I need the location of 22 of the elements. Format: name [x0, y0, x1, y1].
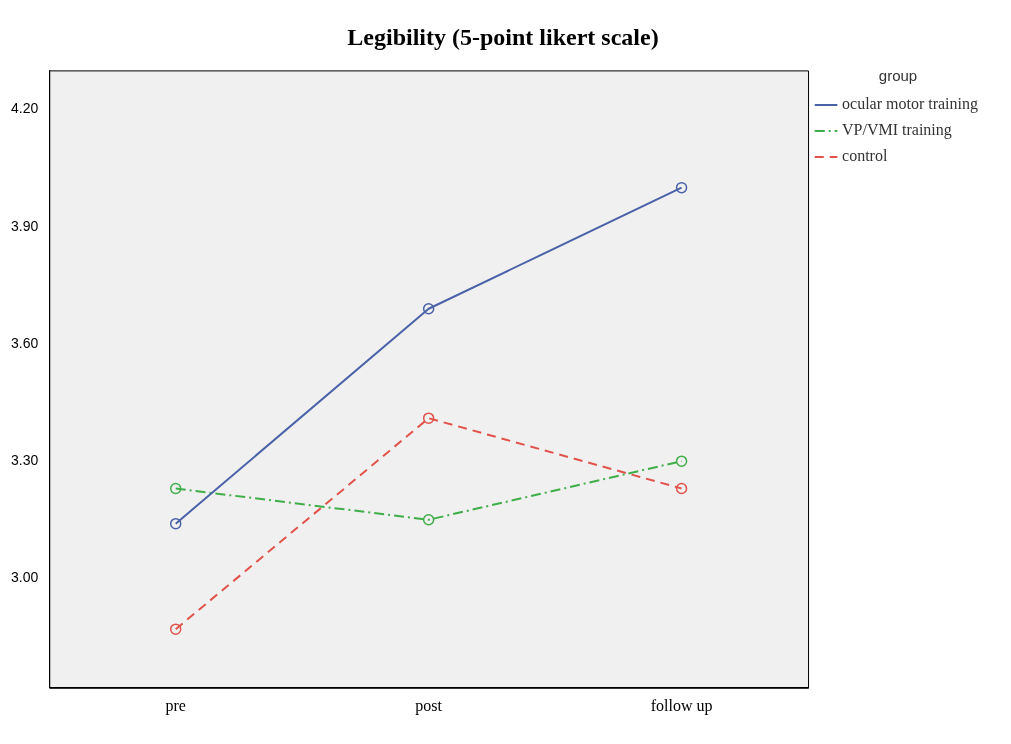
point: [675, 455, 688, 467]
legend-label: control: [842, 147, 888, 165]
y-tick-label: 3.60: [11, 334, 39, 351]
y-tick-label: 3.00: [11, 569, 39, 586]
y-tick-label: 3.90: [11, 217, 39, 234]
point: [675, 482, 688, 495]
point: [422, 514, 435, 526]
legend-label: ocular motor training: [842, 95, 979, 114]
point: [169, 482, 182, 495]
point: [422, 303, 435, 315]
point: [169, 517, 182, 530]
y-tick-label: 4.20: [11, 100, 39, 117]
x-tick-label: follow up: [650, 696, 713, 715]
x-tick-label: pre: [165, 696, 186, 715]
legend-title: group: [878, 66, 918, 84]
point: [422, 412, 435, 424]
chart-title: Legibility (5-point likert scale): [346, 23, 660, 52]
x-tick-label: post: [415, 696, 443, 715]
point: [169, 623, 182, 635]
legend-label: VP/VMI training: [842, 121, 952, 140]
point: [675, 181, 688, 194]
y-tick-label: 3.30: [11, 452, 39, 469]
